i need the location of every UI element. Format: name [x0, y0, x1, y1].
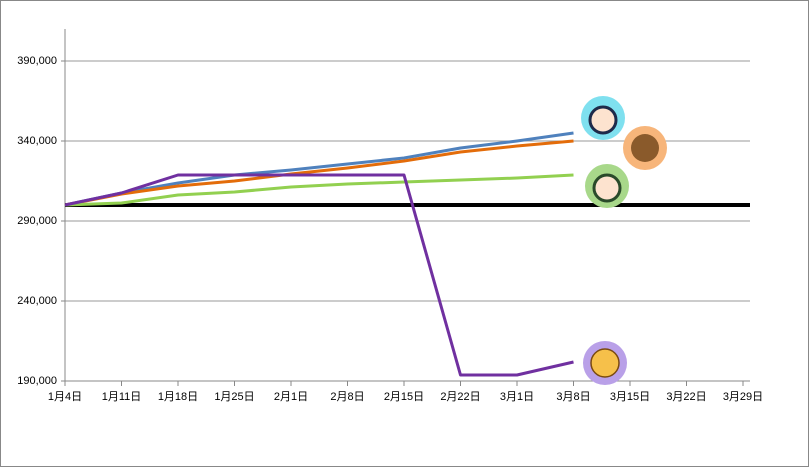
series-line	[64, 131, 574, 207]
y-tick-label: 290,000	[17, 215, 57, 227]
x-tick-label: 2月15日	[384, 391, 424, 403]
x-tick-label: 2月8日	[330, 391, 364, 403]
x-tick-label: 3月22日	[666, 391, 706, 403]
avatars	[581, 96, 667, 385]
x-tick-label: 2月22日	[440, 391, 480, 403]
avatar-face	[590, 348, 620, 378]
x-tick-label: 3月29日	[723, 391, 763, 403]
x-tick-label: 3月8日	[556, 391, 590, 403]
x-tick-label: 1月18日	[158, 391, 198, 403]
y-tick-label: 190,000	[17, 375, 57, 387]
y-tick-label: 240,000	[17, 295, 57, 307]
series-line	[64, 139, 574, 207]
y-tick-label: 390,000	[17, 55, 57, 67]
avatar-face	[592, 173, 622, 203]
y-tick-label: 340,000	[17, 135, 57, 147]
x-tick-label: 3月1日	[500, 391, 534, 403]
x-tick-label: 3月15日	[610, 391, 650, 403]
avatar-face	[588, 105, 618, 135]
x-tick-label: 1月11日	[102, 391, 142, 403]
x-tick-label: 2月1日	[274, 391, 308, 403]
series-line	[64, 173, 574, 207]
x-tick-label: 1月4日	[48, 391, 82, 403]
x-tick-label: 1月25日	[214, 391, 254, 403]
series-line	[64, 173, 574, 377]
avatar-face	[631, 134, 659, 162]
